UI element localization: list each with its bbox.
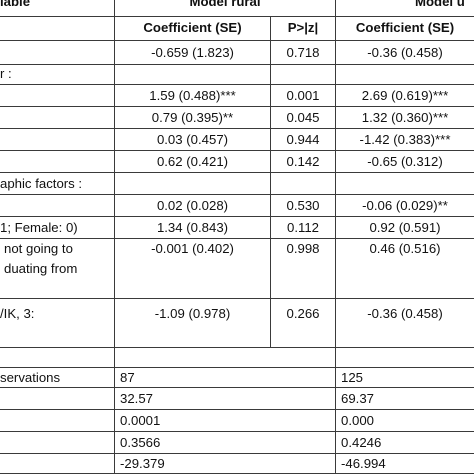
rural-pvalue: 0.530	[286, 198, 320, 213]
stat-urban: 0.4246	[341, 435, 382, 450]
urban-coef: 2.69 (0.619)***	[361, 88, 449, 103]
rule	[0, 347, 474, 348]
rule	[0, 40, 474, 41]
stat-urban: 125	[341, 370, 364, 385]
rural-coef: 1.59 (0.488)***	[149, 88, 236, 103]
stat-rural: 32.57	[120, 391, 154, 406]
stat-rural: -29.379	[120, 456, 165, 471]
model-rural-header: Model rural	[189, 0, 261, 9]
stat-rural: 0.0001	[120, 413, 161, 428]
rural-pvalue: 0.944	[286, 132, 320, 147]
stat-urban: 0.000	[341, 413, 375, 428]
coef-se-header-rural: Coefficient (SE)	[143, 20, 242, 35]
rural-coef: 0.02 (0.028)	[156, 198, 229, 213]
rural-coef: 0.03 (0.457)	[156, 132, 229, 147]
col-rule	[270, 16, 271, 347]
urban-coef: 1.32 (0.360)***	[361, 110, 449, 125]
rule	[0, 106, 474, 107]
rural-pvalue: 0.142	[286, 154, 320, 169]
rule	[0, 64, 474, 65]
rule	[0, 150, 474, 151]
rule	[0, 238, 474, 239]
rule	[0, 128, 474, 129]
rural-coef: 1.34 (0.843)	[156, 220, 229, 235]
row-label: not going to	[4, 241, 73, 256]
rural-coef: -0.659 (1.823)	[151, 45, 234, 60]
urban-coef: -0.65 (0.312)	[367, 154, 443, 169]
rule	[0, 431, 474, 432]
urban-coef: -1.42 (0.383)***	[359, 132, 451, 147]
rural-coef: 0.79 (0.395)**	[151, 110, 234, 125]
rural-pvalue: 0.266	[286, 306, 320, 321]
col-rule	[335, 0, 336, 474]
rule	[0, 216, 474, 217]
rule	[0, 409, 474, 410]
urban-coef: 0.46 (0.516)	[369, 241, 441, 256]
rural-pvalue: 0.045	[286, 110, 320, 125]
stat-urban: 69.37	[341, 391, 375, 406]
rural-pvalue: 0.112	[286, 220, 320, 235]
rural-pvalue: 0.001	[286, 88, 320, 103]
rule	[0, 172, 474, 173]
rural-pvalue: 0.998	[286, 241, 320, 256]
model-urban-header: Model u	[415, 0, 465, 9]
rural-coef: 0.62 (0.421)	[156, 154, 229, 169]
urban-coef: 0.92 (0.591)	[369, 220, 441, 235]
stat-label: servations	[0, 370, 61, 385]
stat-rural: 87	[120, 370, 135, 385]
row-label: r :	[0, 66, 12, 81]
coef-se-header-urban: Coefficient (SE)	[355, 20, 455, 35]
rural-coef: -0.001 (0.402)	[151, 241, 234, 256]
row-label: aphic factors :	[0, 176, 83, 191]
rule	[0, 84, 474, 85]
rule	[0, 387, 474, 388]
urban-coef: -0.06 (0.029)**	[362, 198, 448, 213]
rule	[0, 453, 474, 454]
stat-rural: 0.3566	[120, 435, 161, 450]
urban-coef: -0.36 (0.458)	[367, 45, 443, 60]
rule	[0, 194, 474, 195]
row-label: /IK, 3:	[0, 306, 35, 321]
variable-header: iable	[0, 0, 31, 9]
rural-coef: -1.09 (0.978)	[154, 306, 231, 321]
row-label: 1; Female: 0)	[0, 220, 78, 235]
rule	[0, 298, 474, 299]
row-label-continued: duating from	[4, 261, 78, 276]
rural-pvalue: 0.718	[286, 45, 320, 60]
col-rule	[114, 0, 115, 474]
rule	[0, 16, 474, 17]
rule	[0, 367, 474, 368]
pz-header-rural: P>|z|	[287, 20, 319, 35]
stat-urban: -46.994	[341, 456, 386, 471]
urban-coef: -0.36 (0.458)	[367, 306, 443, 321]
